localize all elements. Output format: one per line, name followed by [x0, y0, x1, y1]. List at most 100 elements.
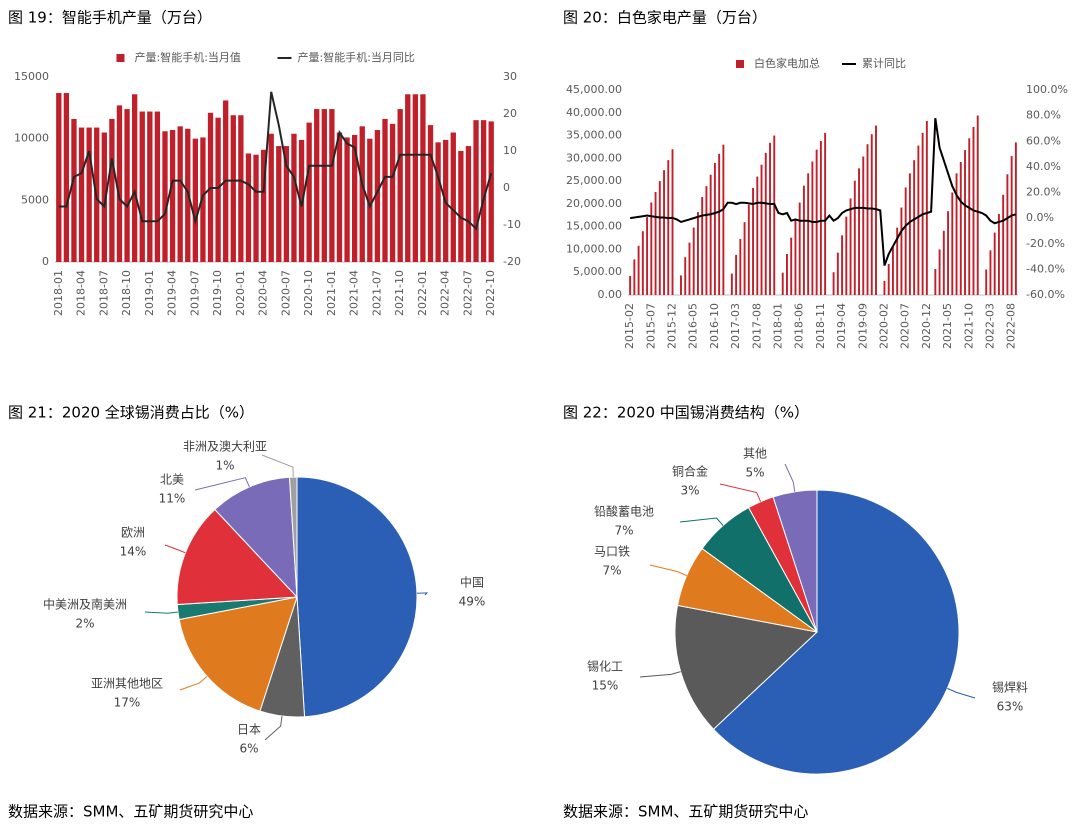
y2-tick-label: -60.0%: [1026, 288, 1065, 301]
x-tick-label: 2018-01: [52, 270, 65, 316]
bar: [900, 207, 903, 295]
bar: [908, 173, 911, 295]
source-note: 数据来源：SMM、五矿期货研究中心: [8, 803, 253, 821]
x-tick-label: 2019-07: [188, 270, 201, 316]
pie-slice: [296, 476, 418, 718]
bar: [1014, 142, 1017, 295]
bar: [832, 272, 835, 295]
y-tick-label: 30,000.00: [566, 151, 622, 164]
bar: [713, 162, 716, 295]
bar: [773, 135, 776, 295]
bar: [925, 120, 928, 295]
y2-tick-label: 0: [503, 181, 510, 194]
bar: [147, 111, 153, 263]
bar: [1010, 156, 1013, 295]
bar: [883, 280, 886, 295]
bar: [964, 150, 966, 295]
chart-title: 图 21：2020 全球锡消费占比（%）: [8, 404, 254, 422]
bar: [764, 152, 767, 295]
bar: [260, 149, 267, 262]
bar: [420, 94, 426, 263]
slice-label: 非洲及澳大利亚: [183, 440, 267, 454]
x-tick-label: 2016-05: [687, 303, 700, 349]
slice-value: 7%: [614, 524, 633, 538]
leader-line: [144, 611, 179, 614]
bar: [177, 126, 183, 262]
pie-slice: [176, 508, 299, 606]
bar: [701, 197, 704, 295]
bar: [769, 142, 771, 295]
bar: [63, 93, 70, 263]
bar: [798, 202, 801, 295]
slice-label: 中美洲及南美洲: [43, 597, 127, 612]
bar: [959, 161, 962, 295]
x-tick-label: 2021-10: [962, 303, 975, 349]
bar: [139, 111, 145, 263]
bar: [132, 94, 138, 263]
bar: [352, 134, 358, 262]
bar: [667, 160, 670, 295]
bar: [268, 133, 274, 262]
y-tick-label: 15000: [14, 70, 49, 83]
bar: [245, 153, 252, 262]
bar: [841, 235, 844, 295]
bar: [374, 130, 381, 262]
source-note: 数据来源：SMM、五矿期货研究中心: [563, 803, 808, 821]
bar: [629, 275, 632, 295]
bar: [238, 115, 244, 262]
x-tick-label: 2022-01: [416, 270, 429, 316]
x-tick-label: 2022-10: [484, 270, 497, 316]
leader-line: [784, 463, 796, 492]
bar: [291, 133, 297, 262]
bar: [692, 227, 695, 295]
bar: [875, 125, 877, 296]
x-tick-label: 2020-01: [234, 270, 247, 316]
bar: [680, 275, 682, 295]
line: [629, 118, 1017, 266]
slice-label: 铜合金: [672, 464, 708, 479]
bar: [722, 144, 725, 295]
bar: [336, 132, 343, 262]
bar: [836, 252, 839, 295]
bar: [427, 125, 434, 262]
bar: [955, 173, 958, 295]
bar: [314, 109, 320, 262]
bar: [786, 254, 788, 295]
bar: [78, 127, 85, 262]
bar: [976, 115, 979, 295]
y2-tick-label: 20.0%: [1026, 186, 1061, 199]
pie-slice: [214, 476, 298, 599]
bar: [993, 232, 996, 295]
y-tick-label: 10000: [14, 132, 49, 145]
x-tick-label: 2022-03: [983, 303, 996, 349]
bar: [671, 149, 674, 295]
bar: [858, 168, 860, 295]
y-tick-label: 10,000.00: [566, 242, 622, 255]
bar: [321, 109, 327, 262]
x-tick-label: 2018-04: [75, 270, 88, 316]
bar: [781, 272, 784, 295]
y-tick-label: 25,000.00: [566, 174, 622, 187]
y-tick-label: 35,000.00: [566, 129, 622, 142]
bar: [344, 137, 350, 262]
bar: [641, 231, 644, 295]
x-tick-label: 2018-11: [814, 303, 827, 349]
slice-value: 14%: [120, 545, 147, 559]
x-tick-label: 2020-02: [877, 303, 890, 349]
slice-label: 日本: [237, 723, 261, 737]
bar: [845, 216, 848, 295]
bar: [389, 123, 396, 262]
x-tick-label: 2019-04: [835, 303, 848, 349]
x-tick-label: 2018-06: [793, 303, 806, 349]
y2-tick-label: 80.0%: [1026, 109, 1061, 122]
slice-value: 1%: [215, 459, 234, 473]
bar: [109, 118, 115, 262]
leader-line: [719, 483, 762, 502]
y-tick-label: 15,000.00: [566, 220, 622, 233]
leader-line: [194, 477, 250, 491]
bar: [756, 176, 759, 295]
bar: [637, 245, 640, 295]
legend-label: 累计同比: [862, 57, 906, 70]
slice-value: 17%: [114, 696, 141, 710]
